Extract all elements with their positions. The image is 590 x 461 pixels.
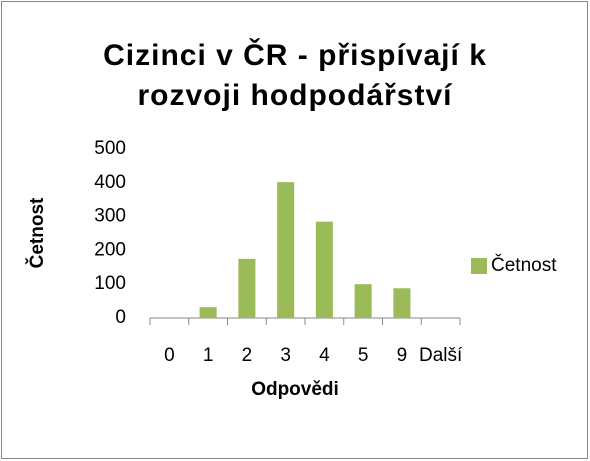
bar — [199, 307, 217, 318]
y-tick-label: 0 — [115, 307, 126, 328]
x-tick-label: 9 — [397, 345, 408, 366]
bar — [354, 284, 372, 318]
x-tick-label: 0 — [164, 345, 175, 366]
y-tick-label: 400 — [94, 172, 126, 193]
bar — [238, 258, 256, 318]
legend-label: Četnost — [491, 254, 557, 276]
y-tick-label: 200 — [94, 239, 126, 260]
chart-title: Cizinci v ČR - přispívají k rozvoji hodp… — [103, 39, 487, 112]
y-axis-label: Četnost — [26, 197, 48, 268]
x-tick-label: 4 — [319, 345, 330, 366]
y-tick-label: 300 — [94, 206, 126, 227]
x-tick-label: Další — [419, 345, 463, 366]
y-tick-label: 500 — [94, 138, 126, 159]
y-tick-label: 100 — [94, 273, 126, 294]
x-axis-label: Odpovědi — [251, 379, 339, 400]
x-tick-label: 5 — [358, 345, 369, 366]
x-tick-label: 1 — [203, 345, 214, 366]
bar — [393, 288, 411, 318]
bar — [277, 182, 295, 318]
x-tick-label: 3 — [280, 345, 291, 366]
x-tick-label: 2 — [242, 345, 253, 366]
legend-swatch — [471, 258, 487, 274]
bar — [315, 221, 333, 318]
